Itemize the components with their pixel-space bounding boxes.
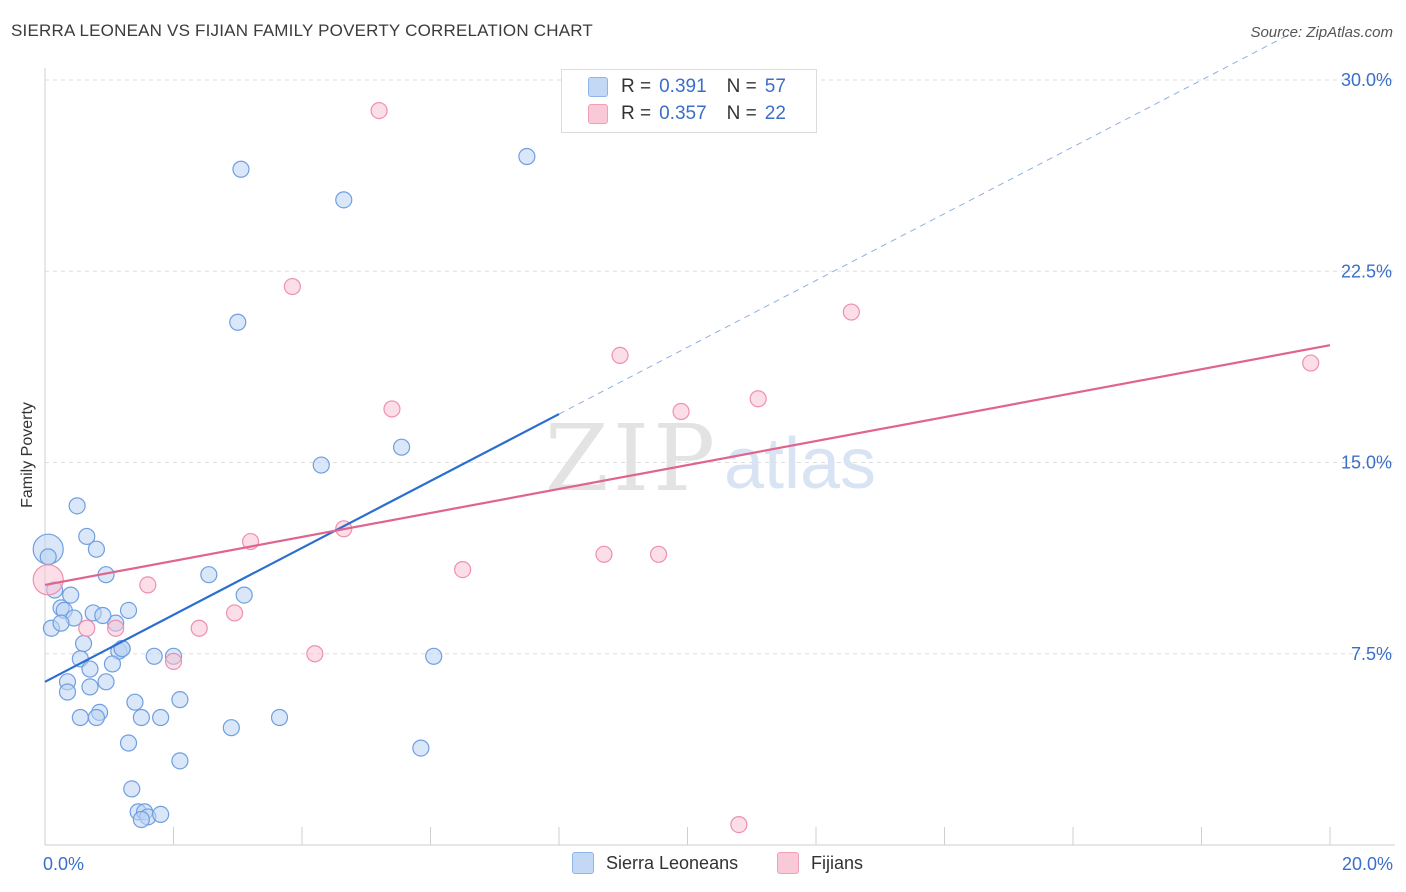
sierra-leonean-point <box>39 548 57 566</box>
sierra-leonean-point <box>87 708 106 727</box>
sierra-leonean-point <box>62 586 80 604</box>
sierra-leonean-point <box>74 634 93 653</box>
y-tick-label: 15.0% <box>1341 453 1392 473</box>
fijian-point <box>370 101 388 120</box>
legend-n-label: N = <box>726 103 757 124</box>
bottom-legend-swatch-blue <box>572 852 594 874</box>
sierra-leonean-point <box>171 691 189 709</box>
legend-swatch-pink <box>588 104 608 124</box>
source-label: Source: ZipAtlas.com <box>1250 24 1393 41</box>
sierra-leonean-point <box>132 708 150 727</box>
sierra-leonean-point <box>126 693 144 711</box>
fijian-trend-line <box>44 344 1331 586</box>
legend-row-fijians: R = 0.357 N = 22 <box>588 101 786 127</box>
y-tick-label: 22.5% <box>1341 261 1392 281</box>
sierra-leonean-point <box>171 752 189 770</box>
fijian-point <box>595 545 613 563</box>
fijian-point <box>611 346 629 364</box>
sierra-leonean-point <box>113 640 131 658</box>
tick-labels: 7.5% 15.0% 22.5% 30.0% 0.0% 20.0% <box>43 70 1393 874</box>
sierra-leonean-point <box>312 456 330 474</box>
fijian-point <box>730 815 748 834</box>
legend-swatch-blue <box>588 77 608 97</box>
legend-r-value: 0.357 <box>659 103 707 124</box>
sierra-leonean-point <box>119 601 138 620</box>
sierra-leonean-point <box>425 647 443 665</box>
y-tick-label: 7.5% <box>1351 644 1392 664</box>
fijian-point <box>139 576 157 594</box>
axes <box>44 68 1395 846</box>
fijian-point <box>842 303 860 321</box>
sierra-leonean-point <box>335 191 353 209</box>
fijian-point <box>32 564 64 596</box>
legend-r-value: 0.391 <box>659 76 707 97</box>
sierra-leonean-point <box>235 586 253 604</box>
fijian-point <box>454 560 472 579</box>
fijian-point <box>1302 354 1320 372</box>
sierra-leonean-point <box>81 660 99 678</box>
fijian-point <box>306 645 324 663</box>
watermark-atlas: atlas <box>724 424 876 504</box>
trend-lines <box>44 36 1331 683</box>
watermark-zip: ZIP <box>545 405 719 512</box>
sierra-leonean-point <box>87 540 106 558</box>
sierra-leonean-point <box>52 614 70 632</box>
sierra-leonean-point <box>392 438 411 456</box>
x-tick-label: 0.0% <box>43 854 84 874</box>
sierra-leonean-point <box>152 708 170 727</box>
sierra-leonean-point <box>58 683 77 701</box>
fijian-point <box>749 390 767 408</box>
sierra-leonean-point <box>81 678 99 696</box>
sierra-leonean-point <box>71 708 89 727</box>
sierra-leonean-point <box>518 147 536 166</box>
sierra-leonean-trend-line <box>44 413 560 683</box>
fijian-point <box>190 619 208 637</box>
legend-r-label: R = <box>621 103 652 124</box>
sierra-leonean-point <box>97 673 115 691</box>
fijian-point <box>383 400 401 418</box>
sierra-leonean-point <box>78 527 96 546</box>
bottom-legend-fijians: Fijians <box>777 852 863 874</box>
fijian-point <box>164 652 183 671</box>
sierra-leonean-trend-line-extension <box>558 36 1286 415</box>
correlation-legend: R = 0.391 N = 57 R = 0.357 N = 22 <box>561 69 817 133</box>
sierra-leonean-point <box>132 810 150 829</box>
sierra-leonean-point <box>200 566 218 584</box>
bottom-legend-label: Fijians <box>811 852 864 873</box>
data-points <box>32 101 1320 834</box>
sierra-leonean-point <box>270 708 289 727</box>
sierra-leonean-point <box>145 647 163 665</box>
watermark: ZIP atlas <box>545 405 876 512</box>
sierra-leonean-point <box>152 805 170 824</box>
sierra-leonean-point <box>229 313 247 331</box>
sierra-leonean-point <box>123 780 141 798</box>
fijian-point <box>78 619 96 637</box>
legend-n-value: 57 <box>764 76 786 97</box>
sierra-leonean-point <box>103 655 122 673</box>
bottom-legend-swatch-pink <box>777 852 799 874</box>
sierra-leonean-point <box>232 160 250 178</box>
fijian-point <box>672 402 690 421</box>
fijian-point <box>649 545 668 563</box>
legend-n-label: N = <box>726 76 757 97</box>
sierra-leonean-point <box>412 739 430 757</box>
fijian-point <box>283 277 301 296</box>
sierra-leonean-point <box>119 734 138 752</box>
x-tick-label: 20.0% <box>1342 854 1393 874</box>
y-tick-label: 30.0% <box>1341 70 1392 90</box>
legend-row-sierra-leoneans: R = 0.391 N = 57 <box>588 74 786 100</box>
bottom-legend-label: Sierra Leoneans <box>606 852 739 873</box>
chart-title: SIERRA LEONEAN VS FIJIAN FAMILY POVERTY … <box>11 21 593 40</box>
fijian-point <box>107 619 125 637</box>
bottom-legend-sierra-leoneans: Sierra Leoneans <box>572 852 738 874</box>
legend-r-label: R = <box>621 76 652 97</box>
sierra-leonean-point <box>94 606 112 625</box>
sierra-leonean-point <box>68 497 86 515</box>
fijian-point <box>225 604 244 622</box>
legend-n-value: 22 <box>764 103 786 124</box>
sierra-leonean-point <box>222 719 240 737</box>
